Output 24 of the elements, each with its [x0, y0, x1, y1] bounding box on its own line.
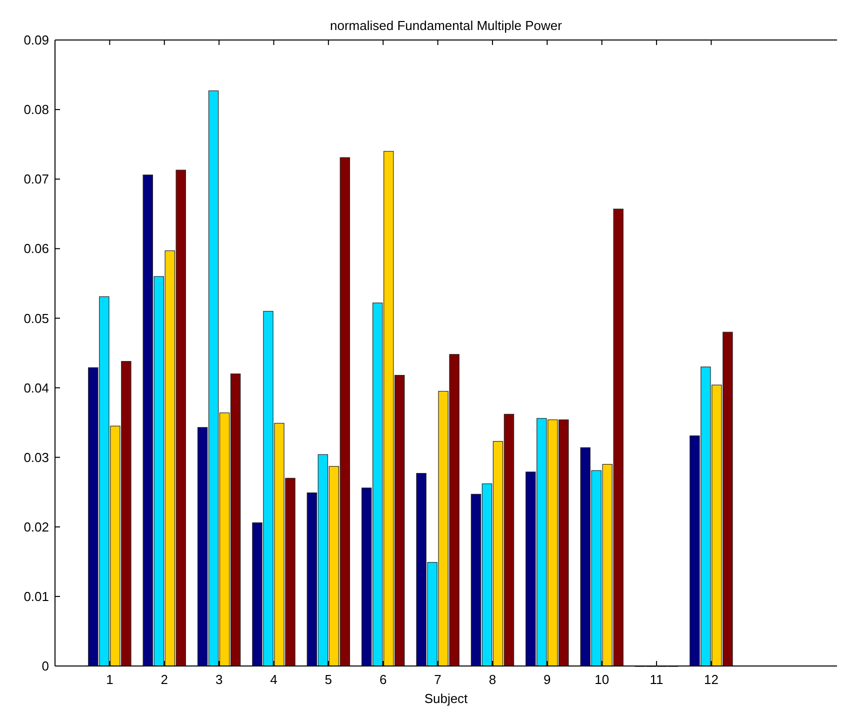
y-tick-label: 0.08 [24, 102, 49, 118]
x-tick-label: 12 [704, 672, 718, 687]
y-tick-label: 0.06 [24, 241, 49, 256]
x-tick-label: 11 [650, 672, 664, 687]
y-tick-label: 0.04 [24, 380, 49, 396]
x-axis-title: Subject [424, 691, 468, 706]
x-tick-label: 3 [215, 672, 223, 687]
x-tick-label: 10 [594, 672, 610, 687]
x-tick-label: 5 [324, 672, 332, 687]
y-tick-label: 0.01 [24, 588, 49, 604]
x-tick-label: 6 [379, 672, 387, 687]
x-tick-label: 2 [160, 672, 168, 687]
y-tick-label: 0.07 [24, 172, 49, 187]
y-tick-label: 0 [42, 658, 49, 674]
x-tick-label: 9 [544, 672, 551, 687]
x-tick-label: 8 [488, 672, 496, 687]
y-tick-label: 0.02 [24, 519, 49, 534]
y-tick-label: 0.03 [24, 450, 49, 465]
x-tick-label: 7 [434, 672, 442, 687]
x-tick-label: 4 [270, 672, 278, 687]
chart-title: normalised Fundamental Multiple Power [330, 18, 563, 33]
y-tick-label: 0.05 [24, 310, 49, 326]
x-tick-label: 1 [106, 672, 114, 687]
y-tick-label: 0.09 [24, 32, 49, 48]
